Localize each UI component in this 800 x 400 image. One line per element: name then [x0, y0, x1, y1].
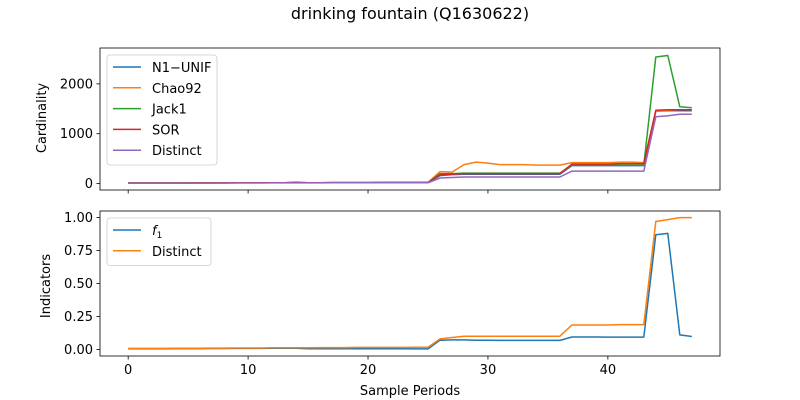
indicators-legend-label-1: Distinct [152, 245, 202, 260]
cardinality-legend-label-0: N1−UNIF [152, 61, 211, 76]
indicators-y-tick-label-4: 1.00 [64, 211, 93, 226]
cardinality-chart: Cardinality 0 1000 2000 N1−UNIF Chao92 Jack1 S… [35, 47, 721, 194]
cardinality-axes-frame [99, 47, 721, 191]
cardinality-legend [106, 54, 218, 166]
indicators-y-tick-label-2: 0.50 [64, 277, 93, 292]
figure-title: drinking fountain (Q1630622) [291, 4, 529, 23]
indicators-x-tick-label-1: 10 [240, 363, 257, 378]
cardinality-series-line-4 [128, 113, 692, 184]
cardinality-legend-label-2: Jack1 [151, 103, 187, 118]
cardinality-ylabel: Cardinality [35, 83, 50, 154]
cardinality-y-tick-label-1: 1000 [60, 127, 93, 142]
cardinality-legend-label-4: Distinct [152, 144, 202, 159]
indicators-x-tick-label-0: 0 [124, 363, 132, 378]
cardinality-y-tick-label-2: 2000 [60, 77, 93, 92]
cardinality-legend-label-3: SOR [152, 123, 180, 138]
indicators-x-tick-label-4: 40 [600, 363, 617, 378]
indicators-x-tick-label-2: 20 [360, 363, 377, 378]
indicators-series-line-0 [128, 232, 692, 350]
cardinality-y-tick-label-0: 0 [85, 177, 93, 192]
indicators-y-tick-label-1: 0.25 [64, 310, 93, 325]
indicators-series-line-1 [128, 216, 692, 350]
x-axis-label: Sample Periods [360, 384, 460, 399]
indicators-y-tick-label-3: 0.75 [64, 244, 93, 259]
indicators-legend-label-0: f1 [152, 224, 162, 241]
indicators-y-tick-label-0: 0.00 [64, 343, 93, 358]
indicators-chart: Indicators Sample Periods 0 10 20 30 40 0.00 0… [39, 210, 721, 399]
indicators-ylabel: Indicators [39, 254, 54, 318]
cardinality-legend-label-1: Chao92 [152, 82, 202, 97]
indicators-x-tick-label-3: 30 [480, 363, 497, 378]
